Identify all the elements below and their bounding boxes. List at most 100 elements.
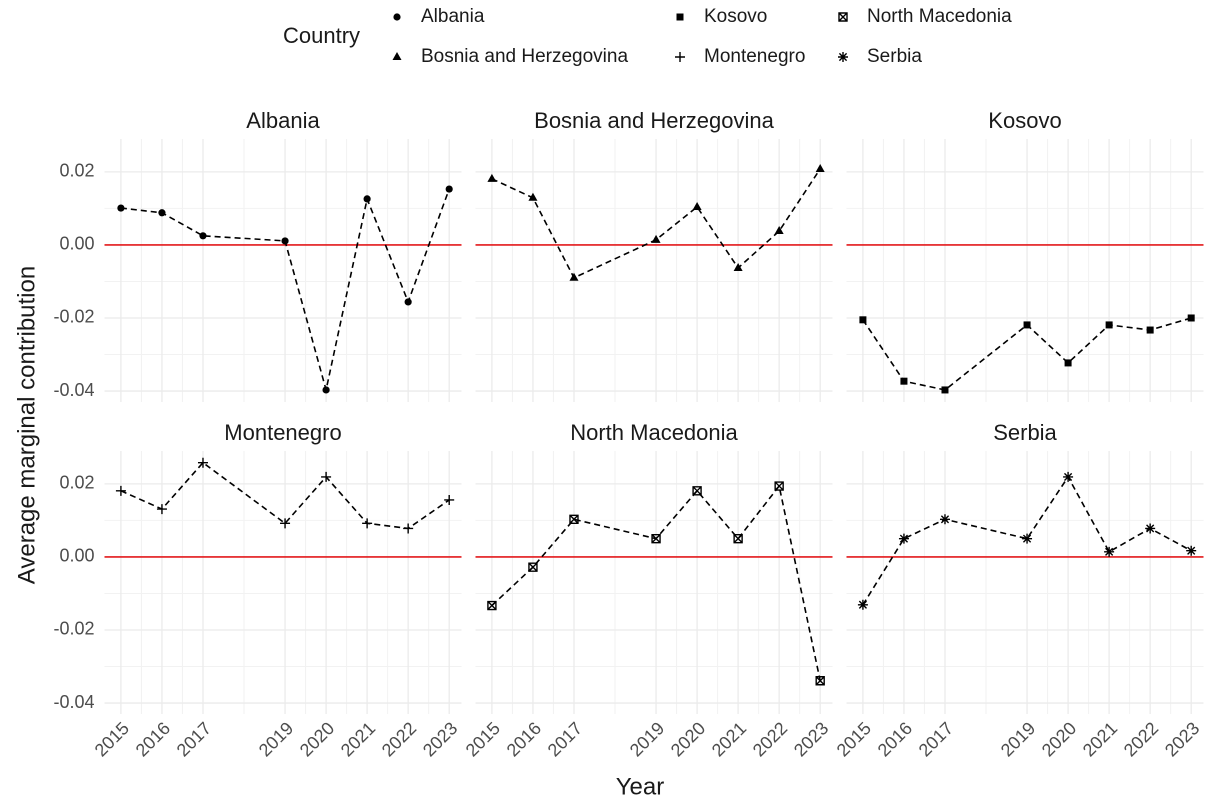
x-tick-label: 2016 — [503, 718, 545, 760]
point-marker — [1105, 321, 1113, 329]
marker-shape — [1186, 545, 1197, 556]
x-tick-label: 2022 — [1120, 718, 1162, 760]
point-marker — [941, 386, 949, 394]
point-marker — [651, 234, 661, 243]
marker-shape — [692, 486, 702, 496]
marker-shape — [197, 457, 208, 468]
x-tick-label: 2023 — [790, 718, 832, 760]
marker-shape — [403, 523, 414, 534]
point-marker — [859, 316, 867, 324]
point-marker — [528, 562, 538, 572]
marker-shape — [487, 173, 497, 182]
marker-shape — [199, 232, 207, 240]
x-tick-label: 2019 — [997, 718, 1039, 760]
x-tick-label: 2023 — [1161, 718, 1203, 760]
legend-label: Bosnia and Herzegovina — [421, 46, 628, 67]
legend-key — [393, 13, 401, 21]
x-tick-label: 2017 — [173, 718, 215, 760]
legend-key — [392, 52, 402, 60]
facet-title: Albania — [246, 108, 320, 133]
marker-shape — [1105, 321, 1113, 329]
marker-shape — [774, 481, 784, 491]
x-tick-label: 2019 — [626, 718, 668, 760]
point-marker — [1187, 314, 1195, 322]
facet-title: Montenegro — [224, 420, 341, 445]
marker-shape — [898, 533, 909, 544]
x-axis-label: Year — [616, 773, 665, 800]
y-tick-label: 0.02 — [59, 473, 94, 493]
point-marker — [528, 192, 538, 201]
point-marker — [1186, 545, 1197, 556]
facet-title: Kosovo — [988, 108, 1061, 133]
legend-key — [676, 13, 684, 21]
marker-shape — [733, 262, 743, 271]
point-marker — [774, 226, 784, 235]
x-tick-label: 2021 — [708, 718, 750, 760]
marker-shape — [1022, 533, 1033, 544]
marker-shape — [363, 195, 371, 203]
x-tick-label: 2017 — [915, 718, 957, 760]
marker-shape — [569, 272, 579, 281]
point-marker — [322, 386, 330, 394]
x-tick-label: 2021 — [1079, 718, 1121, 760]
marker-shape — [322, 386, 330, 394]
point-marker — [444, 494, 455, 505]
point-marker — [692, 486, 702, 496]
marker-shape — [156, 504, 167, 515]
data-line — [491, 484, 821, 681]
marker-shape — [404, 298, 412, 306]
marker-shape — [528, 192, 538, 201]
point-marker — [156, 504, 167, 515]
point-marker — [487, 173, 497, 182]
point-marker — [939, 514, 950, 525]
y-tick-label: -0.02 — [53, 307, 94, 327]
data-line — [120, 461, 450, 530]
marker-shape — [1187, 314, 1195, 322]
point-marker — [733, 262, 743, 271]
x-tick-label: 2019 — [255, 718, 297, 760]
x-tick-label: 2020 — [667, 718, 709, 760]
legend-label: Serbia — [867, 46, 922, 67]
legend-key — [838, 52, 848, 62]
point-marker — [898, 533, 909, 544]
point-marker — [569, 514, 579, 525]
legend-symbol — [675, 52, 685, 62]
legend-label: North Macedonia — [867, 6, 1012, 27]
legend-symbol — [838, 12, 848, 22]
marker-shape — [774, 226, 784, 235]
point-marker — [197, 457, 208, 468]
point-marker — [1145, 523, 1156, 534]
y-axis-label: Average marginal contribution — [13, 266, 40, 584]
marker-shape — [815, 676, 825, 686]
y-tick-label: -0.02 — [53, 619, 94, 639]
marker-shape — [528, 562, 538, 572]
legend-title: Country — [283, 23, 360, 48]
y-tick-label: 0.00 — [59, 234, 94, 254]
marker-shape — [859, 316, 867, 324]
marker-shape — [445, 185, 453, 193]
x-tick-label: 2015 — [833, 718, 875, 760]
x-tick-label: 2016 — [874, 718, 916, 760]
marker-shape — [158, 209, 166, 217]
y-tick-label: -0.04 — [53, 692, 94, 712]
marker-shape — [280, 518, 291, 529]
data-line — [862, 317, 1192, 391]
marker-shape — [941, 386, 949, 394]
x-tick-label: 2023 — [419, 718, 461, 760]
point-marker — [733, 533, 743, 544]
point-marker — [692, 201, 702, 210]
marker-shape — [1063, 471, 1074, 482]
x-tick-label: 2015 — [462, 718, 504, 760]
point-marker — [1104, 546, 1115, 557]
point-marker — [569, 272, 579, 281]
marker-shape — [815, 163, 825, 172]
marker-shape — [900, 377, 908, 385]
legend-key — [675, 52, 685, 62]
point-marker — [1064, 359, 1072, 367]
marker-shape — [1064, 359, 1072, 367]
point-marker — [115, 485, 126, 496]
y-tick-label: -0.04 — [53, 380, 94, 400]
y-tick-label: 0.00 — [59, 546, 94, 566]
x-tick-label: 2017 — [544, 718, 586, 760]
